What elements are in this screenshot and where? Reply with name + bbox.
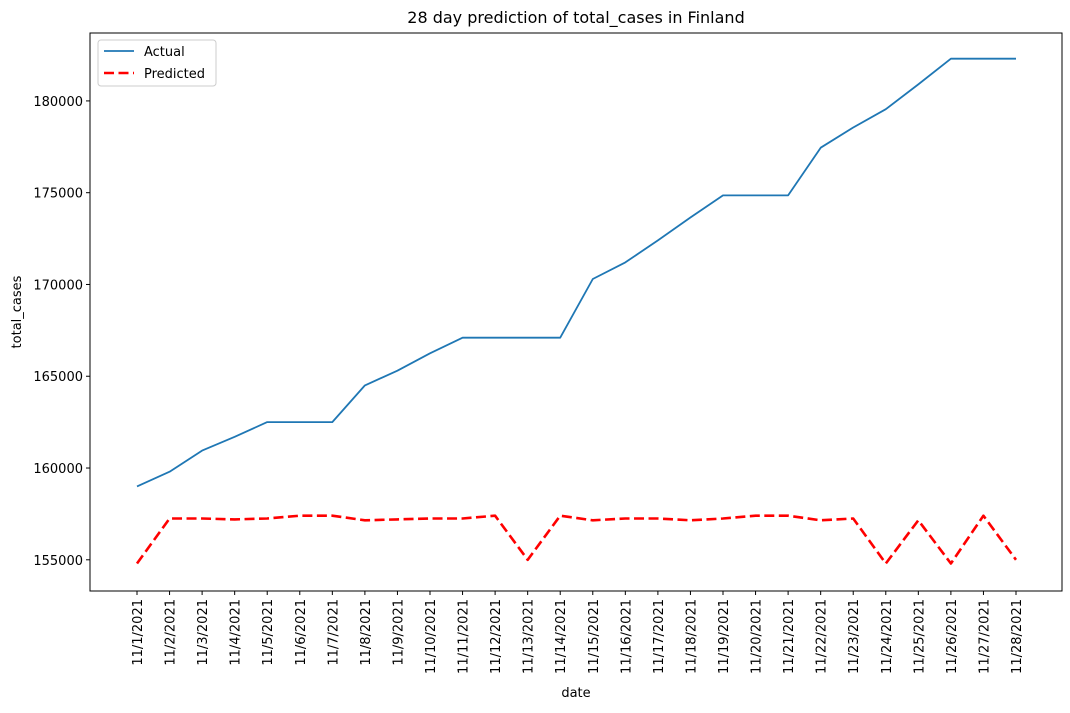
- x-tick-label: 11/28/2021: [1010, 599, 1025, 674]
- x-tick-label: 11/22/2021: [815, 599, 830, 674]
- y-tick-label: 155000: [33, 554, 83, 569]
- legend: Actual Predicted: [97, 39, 217, 87]
- x-tick-label: 11/9/2021: [391, 599, 406, 666]
- x-tick-label: 11/26/2021: [945, 599, 960, 674]
- axes-frame: [89, 32, 1063, 592]
- x-tick-label: 11/4/2021: [229, 599, 244, 666]
- x-tick-label: 11/23/2021: [847, 599, 862, 674]
- x-tick-label: 11/25/2021: [912, 599, 927, 674]
- x-tick-label: 11/13/2021: [522, 599, 537, 674]
- x-tick-label: 11/24/2021: [880, 599, 895, 674]
- x-tick-label: 11/10/2021: [424, 599, 439, 674]
- x-tick-label: 11/27/2021: [977, 599, 992, 674]
- series-line-actual: [136, 57, 1016, 488]
- plot-area: 155000 160000 165000 170000 175000 180000 11/1…: [33, 32, 1063, 674]
- x-tick-label: 11/20/2021: [750, 599, 765, 674]
- x-tick-label: 11/21/2021: [782, 599, 797, 674]
- y-tick-label: 170000: [33, 278, 83, 293]
- x-tick-label: 11/19/2021: [717, 599, 732, 674]
- x-tick-label: 11/5/2021: [261, 599, 276, 666]
- x-tick-label: 11/14/2021: [554, 599, 569, 674]
- x-tick-label: 11/3/2021: [196, 599, 211, 666]
- legend-label-predicted: Predicted: [144, 67, 205, 82]
- x-tick-label: 11/18/2021: [684, 599, 699, 674]
- x-tick-label: 11/2/2021: [164, 599, 179, 666]
- x-tick-label: 11/8/2021: [359, 599, 374, 666]
- chart-title: 28 day prediction of total_cases in Finl…: [407, 8, 744, 28]
- legend-label-actual: Actual: [144, 45, 185, 60]
- y-tick-label: 175000: [33, 187, 83, 202]
- series-line-predicted: [135, 514, 1018, 565]
- x-tick-label: 11/12/2021: [489, 599, 504, 674]
- x-tick-label: 11/6/2021: [294, 599, 309, 666]
- x-tick-label: 11/16/2021: [619, 599, 634, 674]
- y-tick-label: 180000: [33, 95, 83, 110]
- y-tick-label: 165000: [33, 370, 83, 385]
- x-tick-label: 11/1/2021: [131, 599, 146, 666]
- x-tick-label: 11/7/2021: [326, 599, 341, 666]
- x-tick-label: 11/15/2021: [587, 599, 602, 674]
- x-tick-label: 11/11/2021: [457, 599, 472, 674]
- x-tick-label: 11/17/2021: [652, 599, 667, 674]
- y-axis-title: total_cases: [10, 275, 25, 348]
- x-axis-title: date: [561, 686, 590, 701]
- y-tick-label: 160000: [33, 462, 83, 477]
